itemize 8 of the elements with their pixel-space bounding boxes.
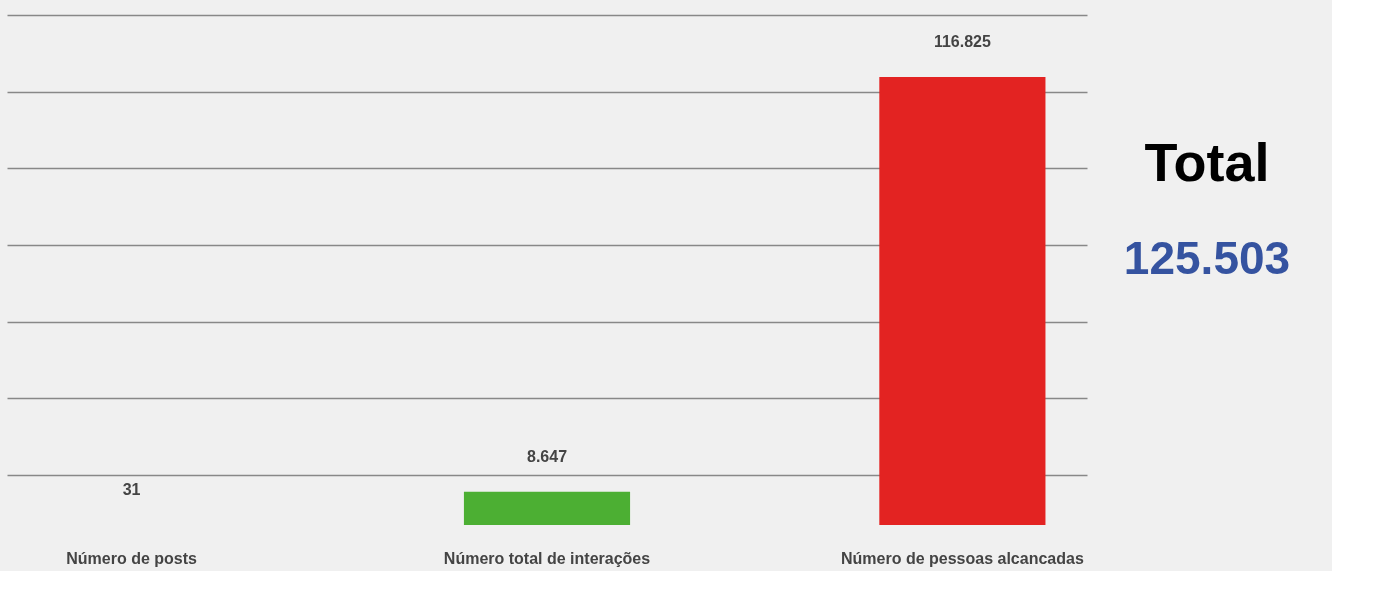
data-label: 116.825 (933, 33, 991, 51)
data-label: 31 (122, 480, 141, 498)
x-tick-label: Número total de interações (443, 549, 651, 567)
text: 125.503 (1123, 232, 1291, 284)
text: Total (1144, 132, 1270, 192)
x-tick-label: Número de posts (66, 549, 198, 567)
data-label: 8.647 (526, 447, 568, 465)
x-tick-label: Número de pessoas alcancadas (840, 549, 1084, 567)
